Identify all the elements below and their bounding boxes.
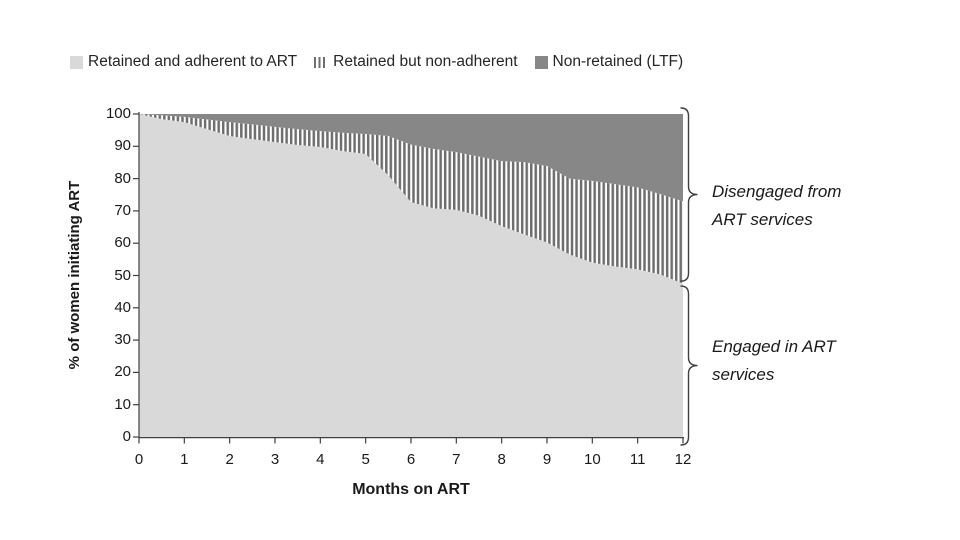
y-tick-label-100: 100 xyxy=(105,105,131,122)
y-tick-label-10: 10 xyxy=(114,395,131,413)
x-tick-label-2: 2 xyxy=(225,451,234,468)
x-tick-label-11: 11 xyxy=(629,451,646,468)
x-tick-label-5: 5 xyxy=(361,451,370,468)
area-retained-adherent xyxy=(139,114,683,437)
area-non-retained-ltf xyxy=(139,114,683,202)
y-tick-label-80: 80 xyxy=(114,169,131,187)
legend-label-adherent: Retained and adherent to ART xyxy=(88,53,298,70)
legend-item-ltf: Non-retained (LTF) xyxy=(534,53,684,71)
x-tick-label-10: 10 xyxy=(583,451,601,468)
chart-legend: Retained and adherent to ART Retained bu… xyxy=(70,53,683,71)
x-tick-label-8: 8 xyxy=(497,451,506,468)
y-tick-label-20: 20 xyxy=(114,363,131,381)
legend-label-nonadherent: Retained but non-adherent xyxy=(333,53,518,70)
y-tick-label-90: 90 xyxy=(114,137,131,155)
y-tick-label-40: 40 xyxy=(114,298,131,316)
x-axis-title: Months on ART xyxy=(352,481,470,498)
legend-swatch-dark-gray-icon xyxy=(534,55,548,69)
legend-label-ltf: Non-retained (LTF) xyxy=(552,53,684,70)
y-tick-label-60: 60 xyxy=(114,234,131,252)
annotation-engaged: Engaged in ART services xyxy=(712,337,836,384)
legend-item-nonadherent: Retained but non-adherent xyxy=(314,53,518,71)
y-tick-label-70: 70 xyxy=(114,201,131,219)
annotation-disengaged: Disengaged from ART services xyxy=(712,182,842,229)
x-tick-label-1: 1 xyxy=(180,451,189,468)
area-retained-nonadherent xyxy=(139,114,683,284)
legend-swatch-light-gray-icon xyxy=(70,55,83,69)
x-tick-label-9: 9 xyxy=(542,451,552,468)
x-tick-label-7: 7 xyxy=(452,451,461,468)
bracket-engaged xyxy=(680,285,698,446)
y-axis-tick-labels: 0 10 20 30 40 50 60 70 80 90 100 xyxy=(89,0,131,540)
legend-item-adherent: Retained and adherent to ART xyxy=(70,53,297,71)
x-tick-label-3: 3 xyxy=(270,451,280,468)
bracket-disengaged xyxy=(680,107,698,282)
y-tick-label-30: 30 xyxy=(114,331,131,349)
x-tick-label-0: 0 xyxy=(134,451,144,468)
y-tick-label-50: 50 xyxy=(114,266,131,284)
x-tick-label-6: 6 xyxy=(406,451,416,468)
y-tick-label-0: 0 xyxy=(122,428,131,445)
x-tick-label-4: 4 xyxy=(316,451,325,468)
legend-swatch-stripes-icon xyxy=(314,56,329,68)
x-tick-label-12: 12 xyxy=(674,451,692,468)
